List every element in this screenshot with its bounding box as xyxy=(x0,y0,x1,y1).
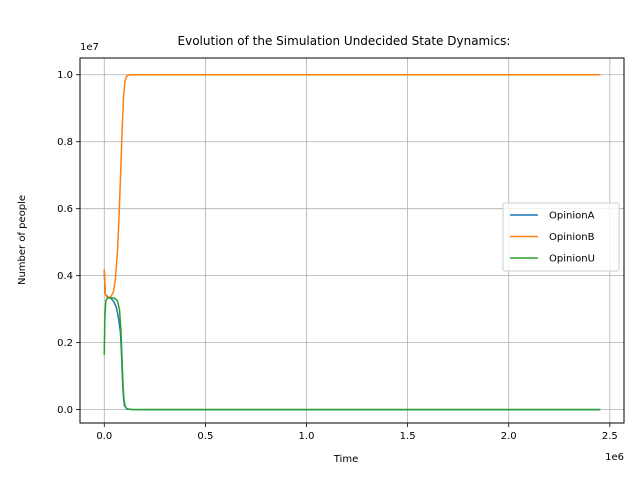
x-tick-label: 0.0 xyxy=(96,431,112,442)
chart-title: Evolution of the Simulation Undecided St… xyxy=(178,34,511,48)
legend: OpinionA OpinionB OpinionU xyxy=(502,202,620,272)
y-tick-label: 0.6 xyxy=(57,204,73,215)
y-axis-offset-label: 1e7 xyxy=(80,42,99,53)
y-tick-label: 0.8 xyxy=(57,137,73,148)
x-tick-label: 0.5 xyxy=(197,431,213,442)
series-line-opinionu xyxy=(103,297,601,411)
x-axis-ticks: 0.0 0.5 1.0 1.5 2.0 2.5 xyxy=(96,423,618,442)
series-lines xyxy=(103,73,601,411)
x-axis-offset-label: 1e6 xyxy=(605,452,624,463)
legend-label: OpinionB xyxy=(549,232,595,243)
x-tick-label: 1.0 xyxy=(299,431,315,442)
y-tick-label: 0.0 xyxy=(57,405,73,416)
legend-label: OpinionU xyxy=(549,254,595,265)
x-tick-label: 2.0 xyxy=(501,431,517,442)
x-tick-label: 2.5 xyxy=(602,431,618,442)
y-tick-label: 0.2 xyxy=(57,338,73,349)
plot-frame xyxy=(79,57,625,424)
y-tick-label: 1.0 xyxy=(57,70,73,81)
y-axis-ticks: 0.0 0.2 0.4 0.6 0.8 1.0 xyxy=(57,70,80,416)
x-tick-label: 1.5 xyxy=(400,431,416,442)
y-axis-label: Number of people xyxy=(17,195,28,285)
legend-label: OpinionA xyxy=(549,211,595,222)
legend-box xyxy=(502,202,620,272)
x-axis-label: Time xyxy=(333,454,358,465)
y-tick-label: 0.4 xyxy=(57,271,73,282)
